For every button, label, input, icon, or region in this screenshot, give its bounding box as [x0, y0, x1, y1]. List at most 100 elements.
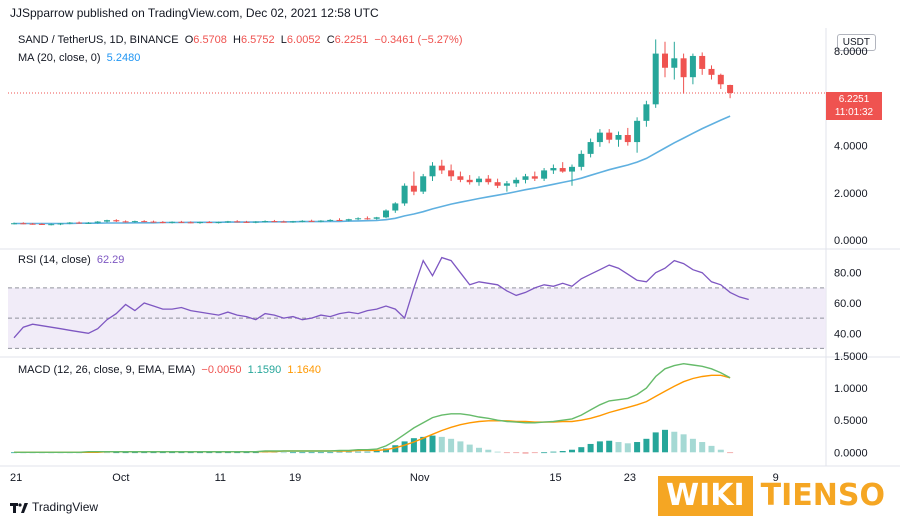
histogram-bar [215, 452, 222, 454]
axes: 8.00006.00004.00002.00000.000080.0060.00… [10, 46, 868, 484]
macd-tick-label: 0.0000 [834, 447, 868, 459]
candle-body [624, 135, 631, 143]
histogram-bar [141, 452, 148, 454]
histogram-bar [178, 452, 185, 454]
candle [271, 219, 278, 223]
candle-body [364, 218, 371, 220]
currency-button[interactable]: USDT [836, 34, 876, 51]
publish-info: JJSpparrow published on TradingView.com,… [10, 6, 379, 20]
candle [699, 52, 706, 75]
ma-line [14, 115, 731, 225]
rsi-line [13, 256, 749, 339]
candle [85, 222, 92, 224]
histogram-bar [150, 452, 157, 454]
histogram-bar [727, 452, 734, 454]
watermark-part1: WIKI [656, 474, 755, 518]
histogram-bar [308, 452, 315, 454]
histogram-bar [513, 452, 520, 454]
candle-body [197, 222, 203, 224]
candle [531, 171, 538, 182]
candle-body [224, 221, 231, 223]
macd-legend: MACD (12, 26, close, 9, EMA, EMA) −0.005… [18, 364, 321, 376]
candle-body [169, 221, 176, 223]
candle-body [131, 221, 138, 223]
candle-body [569, 166, 575, 172]
histogram-bar [485, 449, 492, 453]
candle [373, 216, 380, 220]
histogram-bar [596, 441, 603, 453]
candle-body [410, 185, 417, 192]
histogram-bar [717, 449, 724, 453]
candle-body [215, 222, 222, 224]
candle [104, 219, 110, 223]
candle-body [159, 222, 166, 224]
candle [11, 222, 17, 225]
histogram-bar [131, 452, 138, 454]
macd-hist-value: −0.0050 [201, 364, 242, 376]
histogram-bar [615, 442, 622, 453]
candle [466, 175, 473, 185]
open-label: O [184, 34, 194, 46]
candle-body [327, 219, 334, 221]
histogram-bar [671, 431, 678, 453]
candle [327, 219, 334, 222]
candle-body [38, 223, 45, 225]
rsi-legend: RSI (14, close) 62.29 [18, 254, 124, 266]
candle [20, 222, 27, 225]
candle [606, 129, 613, 144]
candle-body [438, 165, 445, 171]
histogram-bar [392, 445, 399, 453]
histogram-bar [699, 442, 706, 453]
candle-body [243, 221, 250, 223]
tradingview-brand[interactable]: TradingView [10, 500, 98, 514]
candle-body [596, 132, 603, 143]
candle [587, 138, 594, 158]
candle-body [206, 222, 213, 224]
macd-label[interactable]: MACD (12, 26, close, 9, EMA, EMA) [18, 364, 196, 376]
rsi-value: 62.29 [96, 254, 125, 266]
candle [559, 162, 566, 173]
candle-body [643, 104, 650, 121]
histogram-bar [457, 441, 464, 453]
candle [615, 131, 622, 147]
histogram-bar [243, 452, 250, 454]
candle-body [634, 120, 641, 143]
candle [503, 181, 510, 192]
candle [392, 202, 399, 213]
x-tick-label: 23 [624, 472, 636, 484]
candle [113, 219, 120, 223]
candle [299, 220, 306, 223]
candle-body [141, 221, 148, 223]
candle [494, 178, 501, 189]
price-tick-label: 2.0000 [834, 188, 868, 200]
rsi-tick-label: 40.00 [834, 328, 862, 340]
ma-label[interactable]: MA (20, close, 0) [18, 52, 101, 64]
candle-body [708, 68, 715, 75]
candle [197, 221, 203, 224]
candle [122, 220, 129, 223]
tradingview-logo-icon [10, 502, 28, 513]
candle [317, 220, 324, 223]
histogram-bar [587, 443, 594, 453]
candle [578, 150, 585, 171]
histogram-bar [606, 440, 613, 453]
symbol-label[interactable]: SAND / TetherUS, 1D, BINANCE [18, 34, 179, 46]
candle [187, 221, 194, 224]
candle [29, 223, 36, 225]
candle-body [48, 224, 55, 226]
macd-tick-label: 0.5000 [834, 415, 868, 427]
x-tick-label: 21 [10, 472, 22, 484]
last-price: 6.2251 [838, 94, 870, 105]
x-tick-label: 11 [215, 472, 226, 484]
candle [522, 173, 529, 184]
candle-body [355, 218, 362, 220]
chart-canvas[interactable]: 8.00006.00004.00002.00000.000080.0060.00… [0, 0, 900, 500]
candle-body [717, 74, 724, 85]
macd-line-value: 1.1590 [247, 364, 282, 376]
candle-body [494, 182, 501, 186]
candle-body [522, 176, 529, 180]
histogram-bar [234, 452, 241, 454]
histogram-bar [159, 452, 166, 454]
rsi-label[interactable]: RSI (14, close) [18, 254, 91, 266]
candle-body [66, 222, 73, 224]
